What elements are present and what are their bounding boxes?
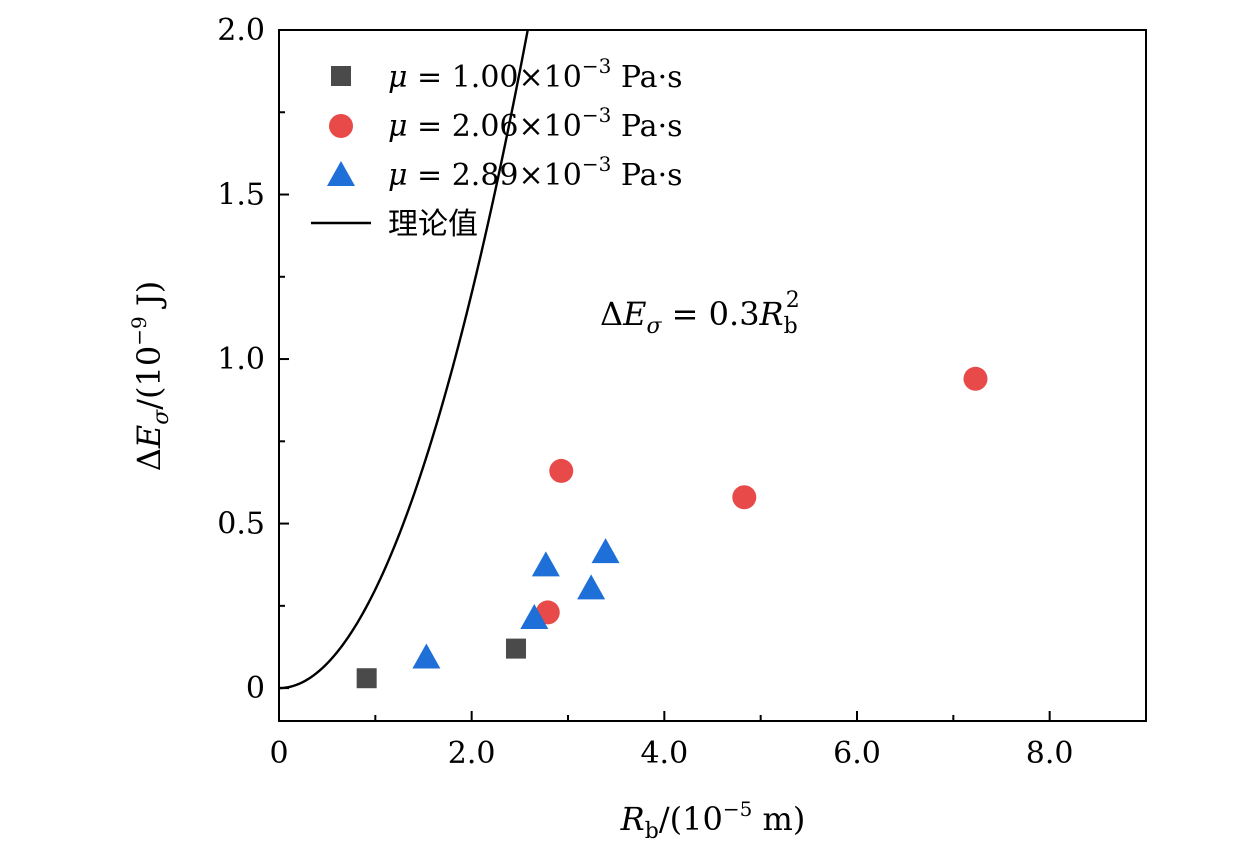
legend-label-series-2: μ = 2.06×10−3 Pa·s <box>388 103 683 144</box>
x-axis-title: Rb/(10−5 m) <box>620 797 806 844</box>
y-tick-label: 1.5 <box>217 178 265 213</box>
legend-label-theory: 理论值 <box>388 207 478 242</box>
data-point-circle <box>963 366 988 391</box>
x-tick-label: 0 <box>269 736 288 771</box>
legend: μ = 1.00×10−3 Pa·s μ = 2.06×10−3 Pa·s μ … <box>311 54 683 242</box>
data-point-triangle <box>412 643 441 669</box>
legend-label-series-1: μ = 1.00×10−3 Pa·s <box>388 54 683 95</box>
x-tick-label: 4.0 <box>640 736 688 771</box>
x-tick-label: 6.0 <box>833 736 881 771</box>
axes-frame <box>278 29 1147 722</box>
x-tick-label: 8.0 <box>1026 736 1074 771</box>
y-tick-label: 1.0 <box>217 342 265 377</box>
data-point-triangle <box>591 538 620 564</box>
y-axis-ticks: 0 0.5 1.0 1.5 2.0 <box>217 13 289 706</box>
y-tick-label: 0.5 <box>217 507 265 542</box>
data-point-circle <box>732 485 757 510</box>
data-point-triangle <box>531 551 560 577</box>
theory-curve <box>279 30 529 690</box>
curve-equation-label: ΔEσ = 0.3Rb2 <box>600 288 800 339</box>
data-point-square <box>356 668 377 689</box>
data-point-circle <box>549 458 574 483</box>
y-tick-label: 0 <box>246 671 265 706</box>
data-point-triangle <box>520 603 549 629</box>
y-tick-label: 2.0 <box>217 13 265 48</box>
legend-marker-square <box>331 66 351 86</box>
legend-label-series-3: μ = 2.89×10−3 Pa·s <box>388 152 683 193</box>
x-tick-label: 2.0 <box>448 736 496 771</box>
x-axis-ticks: 0 2.0 4.0 6.0 8.0 <box>269 711 1074 771</box>
legend-marker-circle <box>329 114 353 138</box>
data-point-triangle <box>577 574 606 600</box>
data-point-square <box>505 638 526 659</box>
legend-marker-triangle <box>327 161 355 186</box>
data-markers <box>356 366 988 689</box>
y-axis-title: ΔEσ/(10−9 J) <box>127 281 174 471</box>
